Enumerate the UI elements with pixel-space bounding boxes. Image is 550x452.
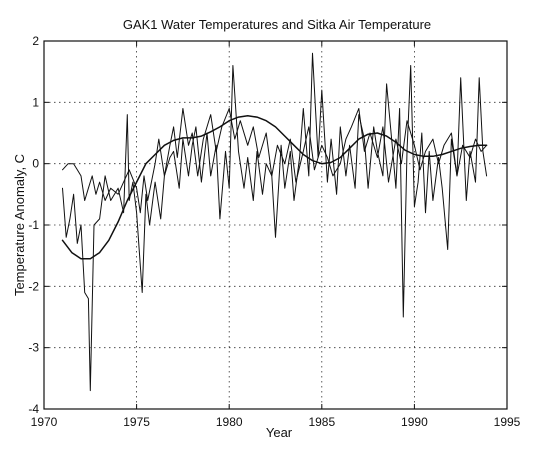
- y-tick-label: 2: [32, 34, 39, 48]
- x-tick-label: 1995: [494, 415, 521, 429]
- x-tick-label: 1975: [123, 415, 150, 429]
- x-tick-label: 1980: [216, 415, 243, 429]
- y-tick-label: -3: [28, 341, 39, 355]
- chart-title: GAK1 Water Temperatures and Sitka Air Te…: [123, 17, 431, 32]
- y-tick-label: -4: [28, 402, 39, 416]
- y-tick-label: 0: [32, 157, 39, 171]
- y-tick-label: -1: [28, 218, 39, 232]
- x-tick-label: 1970: [31, 415, 58, 429]
- x-tick-label: 1985: [308, 415, 335, 429]
- y-axis-label: Temperature Anomaly, C: [12, 154, 27, 296]
- tick-labels: 1970 1975 1980 1985 1990 1995 -4 -3 -2 -1 0 1 2: [28, 34, 520, 429]
- series-line-2: [62, 52, 488, 392]
- series-lines: [61, 52, 488, 392]
- x-tick-label: 1990: [401, 415, 428, 429]
- gridlines: [44, 41, 507, 409]
- y-tick-label: -2: [28, 279, 39, 293]
- x-axis-label: Year: [266, 425, 293, 440]
- series-line-3: [62, 108, 488, 214]
- y-tick-label: 1: [32, 95, 39, 109]
- axis-ticks: [43, 40, 508, 410]
